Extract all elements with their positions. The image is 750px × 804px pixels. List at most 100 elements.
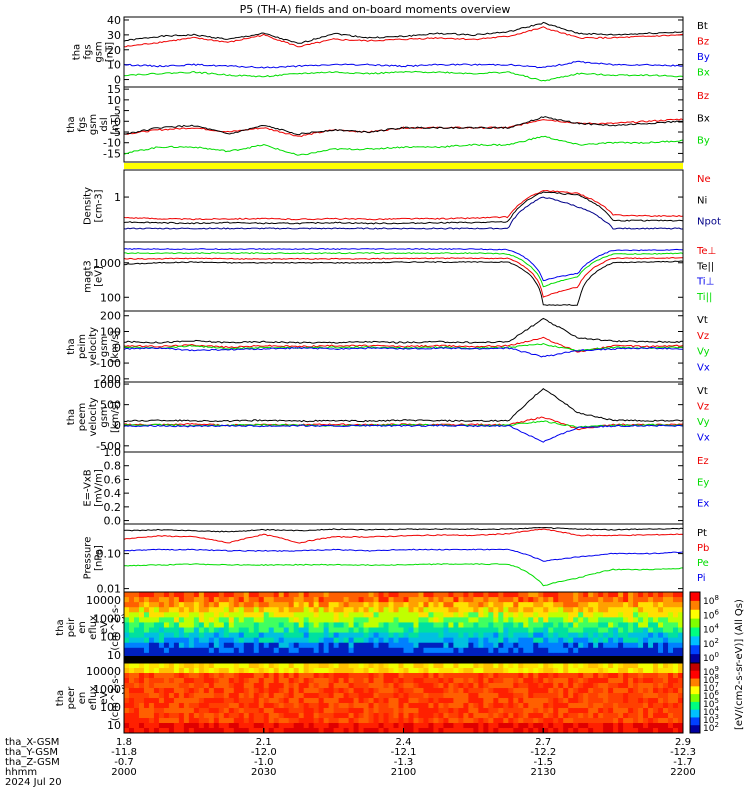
spectrogram-cell <box>493 592 499 598</box>
spectrogram-cell <box>523 703 529 709</box>
spectrogram-cell <box>343 678 350 684</box>
spectrogram-cell <box>453 663 459 669</box>
spectrogram-cell <box>163 708 170 714</box>
spectrogram-cell <box>653 647 659 654</box>
spectrogram-cell <box>583 678 589 684</box>
spectrogram-cell <box>388 728 395 734</box>
spectrogram-cell <box>678 607 684 613</box>
spectrogram-cell <box>283 698 290 704</box>
spectrogram-cell <box>173 713 180 719</box>
spectrogram-cell <box>338 607 345 613</box>
spectrogram-cell <box>124 612 130 618</box>
spectrogram-cell <box>238 688 245 694</box>
spectrogram-cell <box>313 703 320 709</box>
spectrogram-cell <box>528 728 534 734</box>
spectrogram-cell <box>198 642 205 649</box>
spectrogram-cell <box>318 688 325 694</box>
spectrogram-cell <box>288 723 295 729</box>
spectrogram-cell <box>408 663 414 669</box>
spectrogram-cell <box>418 597 424 603</box>
spectrogram-cell <box>578 597 584 603</box>
spectrogram-cell <box>643 673 649 679</box>
spectrogram-cell <box>478 693 484 699</box>
spectrogram-cell <box>193 632 200 639</box>
spectrogram-cell <box>448 713 454 719</box>
spectrogram-cell <box>158 703 165 709</box>
spectrogram-cell <box>203 627 210 634</box>
spectrogram-cell <box>593 602 599 608</box>
spectrogram-cell <box>663 637 669 644</box>
spectrogram-cell <box>463 703 469 709</box>
spectrogram-cell <box>333 728 340 734</box>
spectrogram-cell <box>468 688 474 694</box>
spectrogram-cell <box>543 678 549 684</box>
spectrogram-cell <box>228 597 235 603</box>
spectrogram-cell <box>243 627 250 634</box>
spectrogram-cell <box>563 708 569 714</box>
spectrogram-cell <box>188 622 195 628</box>
spectrogram-cell <box>428 602 434 608</box>
spectrogram-cell <box>228 663 235 669</box>
spectrogram-cell <box>668 698 674 704</box>
spectrogram-cell <box>388 627 395 634</box>
spectrogram-cell <box>673 663 679 669</box>
spectrogram-cell <box>523 647 529 654</box>
colorbar-segment <box>690 686 700 695</box>
ytick-label: -500 <box>96 440 121 453</box>
spectrogram-cell <box>563 663 569 669</box>
spectrogram-cell <box>408 728 414 734</box>
spectrogram-cell <box>643 627 649 634</box>
ytick-label: 15 <box>107 83 121 96</box>
spectrogram-cell <box>603 652 609 659</box>
spectrogram-cell <box>468 627 474 634</box>
spectrogram-cell <box>183 637 190 644</box>
spectrogram-cell <box>383 602 390 608</box>
spectrogram-cell <box>188 683 195 689</box>
spectrogram-cell <box>358 617 365 623</box>
spectrogram-cell <box>448 703 454 709</box>
spectrogram-cell <box>453 673 459 679</box>
spectrogram-cell <box>488 632 494 639</box>
spectrogram-cell <box>438 652 444 659</box>
spectrogram-cell <box>313 652 320 659</box>
spectrogram-cell <box>413 708 419 714</box>
spectrogram-cell <box>313 642 320 649</box>
spectrogram-cell <box>208 607 215 613</box>
spectrogram-cell <box>298 713 305 719</box>
spectrogram-cell <box>338 668 345 674</box>
spectrogram-cell <box>268 612 275 618</box>
spectrogram-cell <box>338 703 345 709</box>
spectrogram-cell <box>238 597 245 603</box>
spectrogram-cell <box>138 632 145 639</box>
spectrogram-cell <box>633 622 639 628</box>
spectrogram-cell <box>218 678 225 684</box>
spectrogram-cell <box>453 688 459 694</box>
series-line <box>123 135 684 156</box>
spectrogram-cell <box>293 728 300 734</box>
spectrogram-cell <box>488 703 494 709</box>
spectrogram-cell <box>218 693 225 699</box>
spectrogram-cell <box>298 647 305 654</box>
spectrogram-cell <box>363 683 370 689</box>
spectrogram-cell <box>638 668 644 674</box>
ylabel-line: velocity <box>88 397 99 436</box>
spectrogram-cell <box>138 693 145 699</box>
spectrogram-cell <box>173 663 180 669</box>
spectrogram-cell <box>623 673 629 679</box>
spectrogram-cell <box>578 602 584 608</box>
spectrogram-cell <box>328 663 335 669</box>
xaxis-row-label: hhmm <box>5 767 37 778</box>
spectrogram-cell <box>243 683 250 689</box>
spectrogram-cell <box>548 652 554 659</box>
spectrogram-cell <box>383 713 390 719</box>
spectrogram-cell <box>453 668 459 674</box>
spectrogram-cell <box>513 688 519 694</box>
spectrogram-cell <box>193 688 200 694</box>
spectrogram-cell <box>253 688 260 694</box>
spectrogram-cell <box>353 622 360 628</box>
spectrogram-cell <box>283 708 290 714</box>
spectrogram-cell <box>328 728 335 734</box>
spectrogram-cell <box>658 668 664 674</box>
spectrogram-cell <box>183 683 190 689</box>
spectrogram-cell <box>628 632 634 639</box>
